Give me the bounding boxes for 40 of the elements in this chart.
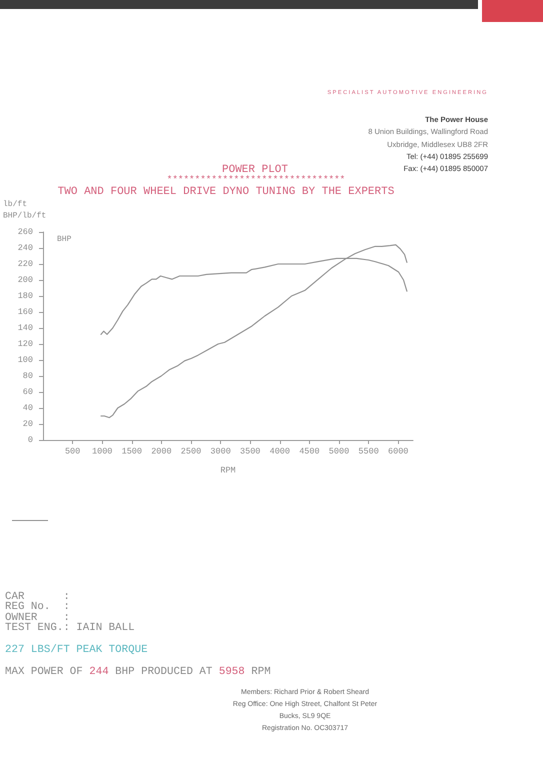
y-tick-label: 0 <box>28 435 33 445</box>
y-tick-label: 240 <box>18 243 33 253</box>
x-tick-label: 5000 <box>328 446 350 456</box>
text: ******************************** <box>166 174 346 186</box>
text: TEST ENG.: IAIN BALL <box>5 622 135 634</box>
line-series <box>100 244 408 418</box>
x-tick-label: 3000 <box>210 446 231 456</box>
y-axis-title: BHP/lb/ft <box>3 212 46 220</box>
x-tick-label: 6000 <box>388 446 408 456</box>
y-tick-label: 60 <box>22 387 33 397</box>
y-tick-label: 140 <box>18 323 33 333</box>
y-tick-label: 160 <box>18 307 33 317</box>
y-tick-label: 100 <box>18 355 33 365</box>
y-tick-label: 180 <box>18 291 33 301</box>
text: lb/ft <box>3 200 28 210</box>
x-tick-label: 4000 <box>270 446 290 456</box>
x-axis-title: RPM <box>220 466 236 476</box>
y-tick-label: 120 <box>18 339 33 349</box>
x-tick-label: 2500 <box>180 446 202 456</box>
y-tick-label: 200 <box>18 275 33 285</box>
x-tick-label: 5500 <box>358 446 379 456</box>
y-tick-label: 20 <box>22 419 33 429</box>
y-tick-label: 40 <box>22 403 33 413</box>
y-tick-label: 260 <box>18 227 33 237</box>
chart-subtitle: TWO AND FOUR WHEEL DRIVE DYNO TUNING BY THE EXPERTS <box>58 186 395 198</box>
annotation: BHP <box>57 235 72 245</box>
text: 227 LBS/FT PEAK TORQUE <box>5 643 148 657</box>
chart-title: POWER PLOT <box>222 164 288 176</box>
text: CAR : <box>5 590 70 603</box>
text: MAX POWER OF 244 BHP PRODUCED AT 5958 RPM <box>5 665 271 679</box>
text: REG No. : <box>5 601 70 614</box>
x-tick-label: 1000 <box>92 446 112 456</box>
x-tick-label: 3500 <box>240 446 260 456</box>
x-tick-label: 1500 <box>122 446 142 456</box>
x-tick-label: 500 <box>64 446 80 456</box>
x-tick-label: 2000 <box>151 446 172 456</box>
x-tick-label: 4500 <box>299 446 320 456</box>
y-tick-label: 220 <box>18 259 33 269</box>
y-tick-label: 80 <box>22 371 33 381</box>
text: OWNER : <box>5 612 70 624</box>
